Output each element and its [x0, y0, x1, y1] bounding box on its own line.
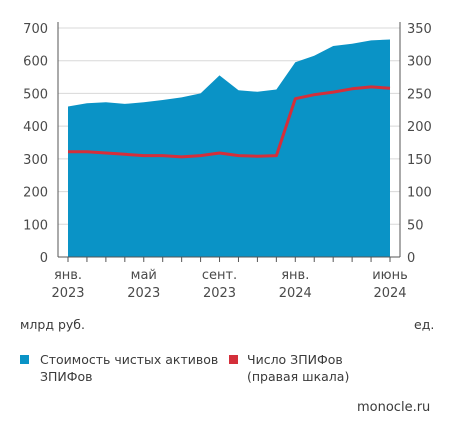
right-y-tick-label: 0: [407, 251, 415, 266]
legend-label-line2: (правая шкала): [247, 369, 350, 384]
area-series-net-assets: [68, 39, 390, 257]
legend-label-line1: Стоимость чистых активов: [40, 352, 219, 367]
right-axis-unit: ед.: [414, 317, 435, 332]
x-tick-label-month: июнь: [372, 268, 408, 283]
legend-swatch-net-assets: [20, 355, 29, 364]
left-y-tick-label: 500: [23, 87, 48, 102]
left-y-tick-label: 200: [23, 186, 48, 201]
legend-item-net-assets: Стоимость чистых активов ЗПИФов: [20, 351, 230, 385]
source-label: monocle.ru: [357, 400, 431, 415]
right-y-tick-label: 300: [407, 55, 432, 70]
left-y-tick-label: 400: [23, 120, 48, 135]
left-y-tick-label: 600: [23, 55, 48, 70]
legend-label-line1: Число ЗПИФов: [247, 352, 343, 367]
left-y-tick-label: 700: [23, 22, 48, 37]
left-y-ticks: 0 100 200 300 400 500 600 700: [23, 22, 48, 266]
right-y-tick-label: 200: [407, 120, 432, 135]
x-tick-label-month: янв.: [54, 268, 82, 283]
legend-item-fund-count: Число ЗПИФов (правая шкала): [229, 351, 429, 385]
right-y-tick-label: 100: [407, 186, 432, 201]
left-y-tick-label: 100: [23, 218, 48, 233]
x-tick-label-year: 2024: [279, 286, 312, 300]
right-y-tick-label: 350: [407, 22, 432, 37]
x-tick-label-year: 2023: [203, 286, 236, 300]
x-tick-label-year: 2024: [373, 286, 406, 300]
chart: 0 100 200 300 400 500 600 700 0 50 100 150 200 250 30…: [23, 22, 432, 300]
x-ticks: янв. 2023 май 2023 сент. 2023 янв. 2024 июнь 2024: [51, 257, 408, 300]
right-y-tick-label: 150: [407, 153, 432, 168]
x-tick-label-month: сент.: [202, 268, 237, 283]
legend-swatch-fund-count: [229, 355, 238, 364]
right-y-tick-label: 50: [407, 218, 424, 233]
x-tick-label-month: май: [131, 268, 157, 283]
left-axis-unit: млрд руб.: [20, 317, 85, 332]
right-y-ticks: 0 50 100 150 200 250 300 350: [407, 22, 432, 266]
left-y-tick-label: 0: [40, 251, 48, 266]
legend-label-line2: ЗПИФов: [40, 369, 93, 384]
line-series-fund-count: [68, 85, 391, 159]
x-tick-label-month: янв.: [281, 268, 309, 283]
x-tick-label-year: 2023: [51, 286, 84, 300]
left-y-tick-label: 300: [23, 153, 48, 168]
right-y-tick-label: 250: [407, 87, 432, 102]
x-tick-label-year: 2023: [127, 286, 160, 300]
